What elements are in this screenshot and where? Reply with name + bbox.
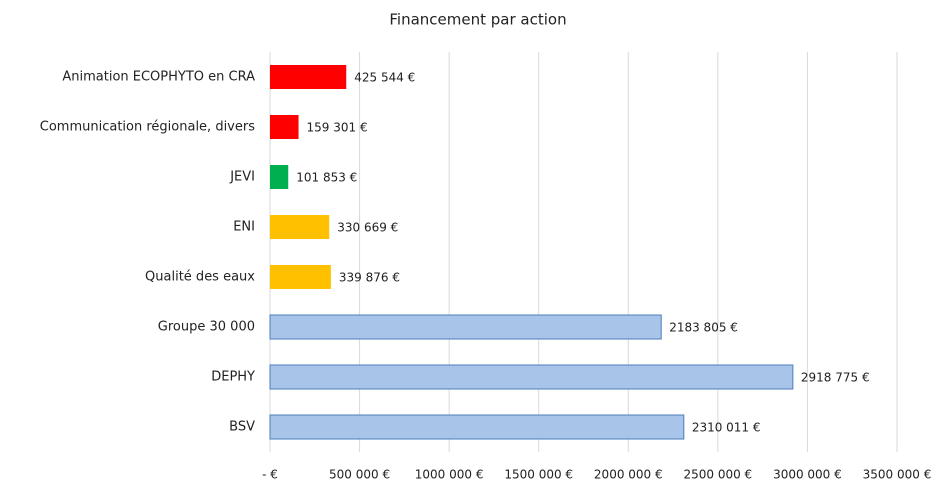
value-label: 2183 805 € (669, 321, 738, 335)
y-tick-label: Qualité des eaux (145, 270, 255, 285)
x-tick-label: 3000 000 € (773, 468, 842, 481)
value-label: 159 301 € (307, 121, 368, 135)
x-tick-label: 500 000 € (329, 468, 390, 481)
x-tick-label: 1000 000 € (415, 468, 484, 481)
x-tick-label: 2500 000 € (683, 468, 752, 481)
bar (270, 165, 289, 189)
bar (269, 414, 685, 440)
x-tick-label: 3500 000 € (863, 468, 932, 481)
bar (270, 115, 299, 139)
bar (269, 314, 662, 340)
y-tick-label: BSV (229, 420, 255, 435)
bar (270, 265, 331, 289)
x-tick-label: 1500 000 € (504, 468, 573, 481)
value-label: 330 669 € (337, 221, 398, 235)
bar (270, 65, 347, 89)
x-tick-label: 2000 000 € (594, 468, 663, 481)
y-tick-label: JEVI (229, 170, 255, 185)
x-tick-label: - € (262, 468, 278, 481)
y-tick-label: Animation ECOPHYTO en CRA (62, 70, 255, 85)
value-label: 2310 011 € (692, 421, 761, 435)
y-tick-label: DEPHY (211, 370, 255, 385)
y-tick-label: Groupe 30 000 (158, 320, 255, 335)
chart-title: Financement par action (389, 11, 566, 29)
bar (270, 215, 330, 239)
value-label: 2918 775 € (801, 371, 870, 385)
y-tick-label: Communication régionale, divers (40, 120, 255, 135)
y-tick-label: ENI (233, 220, 255, 235)
value-label: 425 544 € (354, 71, 415, 85)
value-label: 339 876 € (339, 271, 400, 285)
value-label: 101 853 € (296, 171, 357, 185)
bar (269, 364, 794, 390)
